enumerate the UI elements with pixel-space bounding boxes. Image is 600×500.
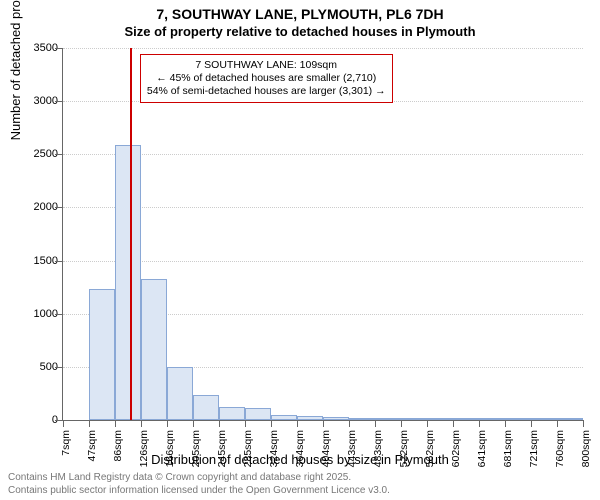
x-tick (401, 420, 402, 427)
gridline (63, 261, 583, 262)
histogram-bar (245, 408, 271, 420)
y-tick-label: 500 (18, 361, 58, 373)
y-tick (55, 261, 63, 262)
x-tick (245, 420, 246, 427)
annotation-line3: 54% of semi-detached houses are larger (… (147, 85, 386, 98)
chart-title-line2: Size of property relative to detached ho… (0, 24, 600, 39)
histogram-chart: 7, SOUTHWAY LANE, PLYMOUTH, PL6 7DH Size… (0, 0, 600, 500)
histogram-bar (349, 418, 375, 420)
y-tick-label: 2000 (18, 201, 58, 213)
y-tick (55, 314, 63, 315)
x-tick (349, 420, 350, 427)
x-tick (583, 420, 584, 427)
y-tick-label: 3000 (18, 95, 58, 107)
x-tick (505, 420, 506, 427)
chart-title-line1: 7, SOUTHWAY LANE, PLYMOUTH, PL6 7DH (0, 6, 600, 22)
x-tick (193, 420, 194, 427)
gridline (63, 154, 583, 155)
histogram-bar (427, 418, 453, 420)
annotation-box: 7 SOUTHWAY LANE: 109sqm← 45% of detached… (140, 54, 393, 103)
y-tick-label: 1500 (18, 255, 58, 267)
histogram-bar (505, 418, 531, 420)
histogram-bar (297, 416, 323, 420)
gridline (63, 207, 583, 208)
x-tick (479, 420, 480, 427)
x-tick (219, 420, 220, 427)
y-tick (55, 101, 63, 102)
annotation-line1: 7 SOUTHWAY LANE: 109sqm (147, 59, 386, 72)
histogram-bar (193, 395, 219, 421)
x-tick (63, 420, 64, 427)
y-axis-label: Number of detached properties (8, 0, 23, 140)
footer-line2: Contains public sector information licen… (8, 485, 390, 496)
histogram-bar (323, 417, 349, 420)
x-tick (89, 420, 90, 427)
x-axis-label: Distribution of detached houses by size … (0, 452, 600, 467)
histogram-bar (115, 145, 141, 420)
y-tick (55, 420, 63, 421)
histogram-bar (219, 407, 245, 420)
footer-line1: Contains HM Land Registry data © Crown c… (8, 472, 351, 483)
annotation-line2: ← 45% of detached houses are smaller (2,… (147, 72, 386, 85)
histogram-bar (271, 415, 297, 420)
marker-line (130, 48, 132, 420)
y-tick (55, 367, 63, 368)
x-tick (427, 420, 428, 427)
histogram-bar (401, 418, 427, 420)
plot-area: 7 SOUTHWAY LANE: 109sqm← 45% of detached… (62, 48, 583, 421)
histogram-bar (167, 367, 193, 420)
x-tick (271, 420, 272, 427)
y-tick-label: 3500 (18, 42, 58, 54)
y-tick (55, 154, 63, 155)
y-tick (55, 48, 63, 49)
histogram-bar (557, 418, 583, 420)
y-tick-label: 0 (18, 414, 58, 426)
histogram-bar (375, 418, 401, 420)
histogram-bar (479, 418, 505, 420)
x-tick (141, 420, 142, 427)
x-tick (557, 420, 558, 427)
x-tick (453, 420, 454, 427)
x-tick (375, 420, 376, 427)
x-tick (167, 420, 168, 427)
x-tick (297, 420, 298, 427)
x-tick (531, 420, 532, 427)
x-tick (115, 420, 116, 427)
x-tick (323, 420, 324, 427)
y-tick-label: 1000 (18, 308, 58, 320)
histogram-bar (453, 418, 479, 420)
histogram-bar (531, 418, 557, 420)
histogram-bar (141, 279, 167, 420)
y-tick (55, 207, 63, 208)
histogram-bar (89, 289, 115, 420)
y-tick-label: 2500 (18, 148, 58, 160)
gridline (63, 48, 583, 49)
